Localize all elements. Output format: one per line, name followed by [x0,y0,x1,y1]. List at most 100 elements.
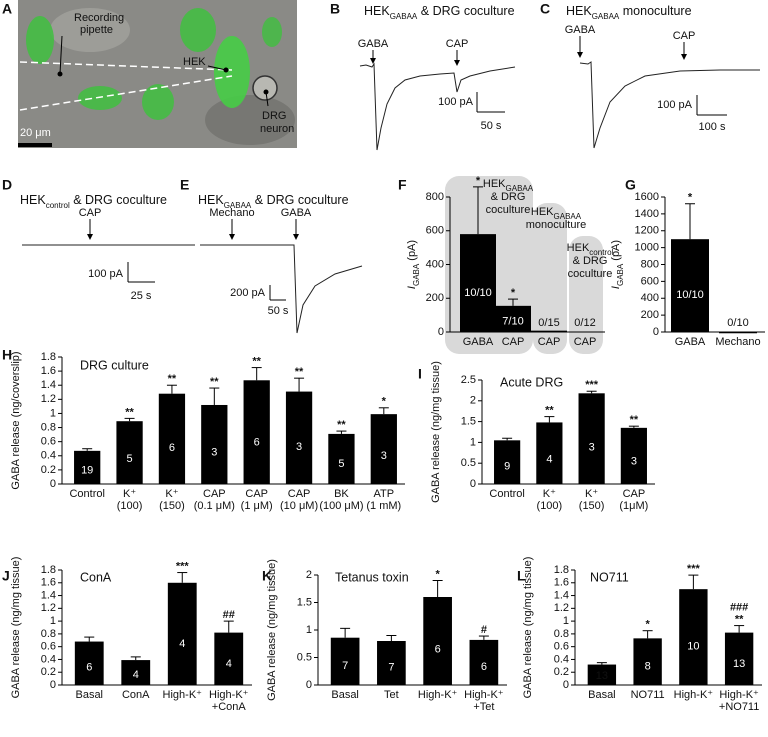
x-tick-label: Basal [75,689,103,701]
group-label-part: HEK [531,206,554,218]
y-axis-label: GABA release (ng/mg tissue) [10,557,22,699]
panel-title-part: & DRG coculture [70,193,167,207]
panel-label: L [517,568,526,584]
bar [469,639,499,685]
y-tick-label: 1.6 [41,365,56,377]
chart-title: Tetanus toxin [335,570,409,584]
y-tick-label: 0.4 [41,653,56,665]
significance: *** [176,560,190,572]
n-label: 9 [504,460,510,472]
chart-title: ConA [80,570,112,584]
n-label: 4 [546,453,552,465]
group-label: & DRG [491,191,526,203]
significance: ** [545,405,554,417]
x-tick-label: K⁺ [543,488,556,500]
x-tick-label: (100) [117,500,143,512]
y-tick-label: 0 [438,326,444,338]
significance: * [382,396,387,408]
y-tick-label: 0.2 [554,666,569,678]
cell-green [142,84,174,120]
y-tick-label: 200 [426,292,444,304]
bar [243,380,270,484]
panel-title-part: & DRG coculture [251,193,348,207]
stimulus-label: GABA [565,24,596,36]
x-tick-label: ConA [122,689,150,701]
panel-title-part: HEK [364,4,390,18]
scale-label: 100 pA [88,268,124,280]
n-label: 5 [127,453,133,465]
group-label: monoculture [526,219,587,231]
y-tick-label: 0 [563,679,569,691]
x-tick-label: GABA [463,336,494,348]
n-label: 6 [169,442,175,454]
callout: HEK [183,56,206,68]
cell-green [78,86,122,110]
chart-title: NO711 [590,570,629,584]
current-trace [200,244,363,334]
n-label: 10 [687,641,699,653]
current-trace [579,61,760,149]
panel-title: HEKGABAA monoculture [566,4,692,20]
group-label: coculture [486,204,531,216]
y-axis-label: IGABA (pA) [610,240,625,289]
bar [214,632,244,685]
panel-label: G [625,177,636,193]
x-tick-label: High-K⁺ [418,689,458,701]
n-label: 8 [645,660,651,672]
y-tick-label: 0.2 [41,464,56,476]
bar [531,330,567,332]
n-label: 0/12 [574,317,595,329]
n-label: 6 [435,644,441,656]
bar [724,632,754,685]
n-label: 6 [254,436,260,448]
cell [205,95,295,145]
n-label: 19 [81,465,93,477]
x-tick-label: High-K⁺ [209,689,249,701]
y-tick-label: 1.4 [41,379,56,391]
bar [74,450,101,484]
bar [536,422,563,484]
x-tick-label: (100) [537,500,563,512]
bar [330,637,360,685]
significance: * [511,287,516,299]
significance: ** [735,613,744,625]
x-tick-label: Control [69,488,104,500]
bar [328,433,355,484]
bar [494,440,521,484]
drg-neuron [252,75,278,101]
bar [370,414,397,484]
x-tick-label: (1 μM) [241,500,273,512]
y-tick-label: 1.8 [554,564,569,576]
x-tick-label: CAP [203,488,226,500]
y-tick-label: 1.2 [41,602,56,614]
y-tick-label: 1.6 [554,577,569,589]
significance: ** [295,366,304,378]
y-tick-label: 0.5 [297,651,312,663]
y-tick-label: 600 [426,225,444,237]
x-tick-label: +Tet [473,701,494,713]
y-tick-label: 1 [470,436,476,448]
x-tick-label: Basal [588,689,616,701]
y-tick-label: 1 [306,624,312,636]
n-label: 3 [381,450,387,462]
panel-title-part: monoculture [619,4,691,18]
y-tick-label: 1 [563,615,569,627]
bar [679,589,708,685]
significance: # [481,624,487,636]
bar [158,393,186,484]
x-tick-label: High-K⁺ [163,689,203,701]
group-label-sub: control [589,248,613,257]
y-tick-label: 1.6 [41,577,56,589]
y-tick-label: 0 [50,679,56,691]
x-tick-label: High-K⁺ [719,689,759,701]
y-axis-label: GABA release (ng/mg tissue) [266,559,278,701]
y-tick-label: 1400 [635,208,659,220]
bar [121,660,151,685]
x-tick-label: (100 μM) [319,500,363,512]
n-label: 13 [733,658,745,670]
y-tick-label: 0.8 [41,421,56,433]
y-tick-label: 800 [426,191,444,203]
panel-title-part: HEK [566,4,592,18]
bar [578,393,605,484]
